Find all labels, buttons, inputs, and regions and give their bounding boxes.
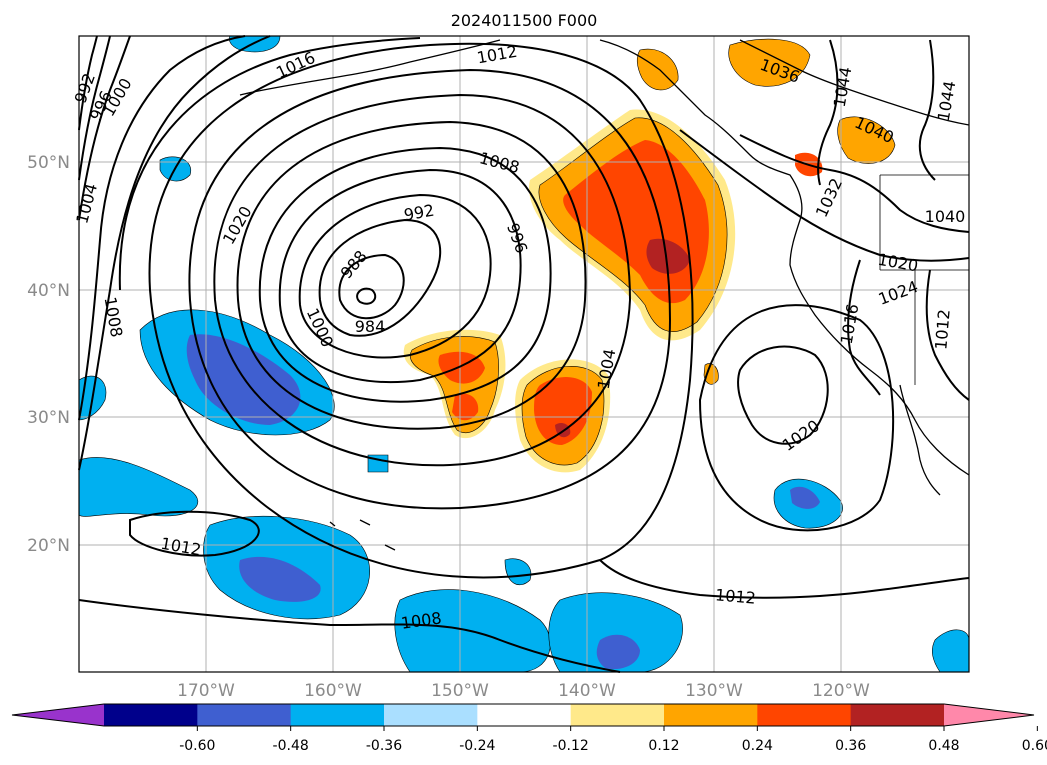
isobar	[118, 37, 421, 291]
colorbar-segment	[104, 704, 198, 726]
isobar	[679, 129, 970, 262]
isobar	[78, 35, 111, 181]
colorbar-extend-low	[12, 704, 104, 726]
isobar	[318, 218, 442, 337]
isobar-label: 984	[355, 317, 386, 336]
colorbar-tick-label: -0.36	[366, 738, 402, 754]
isobar	[925, 269, 970, 401]
longitude-label: 150°W	[431, 681, 489, 701]
colorbar-tick-label: -0.24	[459, 738, 495, 754]
isobar-label: 1012	[714, 585, 756, 607]
colorbar-segment	[850, 704, 945, 726]
isobar	[847, 259, 881, 396]
latitude-labels: 50°N 40°N 30°N 20°N	[27, 153, 70, 556]
isobar	[739, 134, 970, 233]
isobar	[78, 599, 621, 673]
colorbar-tick-label: -0.60	[179, 738, 215, 754]
colorbar: -0.60 -0.48 -0.36 -0.24 -0.12 0.12 0.24 0.36 0.4…	[11, 703, 1047, 754]
anomaly-region	[596, 634, 640, 670]
longitude-label: 130°W	[685, 681, 743, 701]
colorbar-outline	[11, 703, 1035, 727]
colorbar-tick-label: 0.12	[648, 738, 679, 754]
longitude-label: 170°W	[177, 681, 235, 701]
isobar	[236, 120, 587, 430]
colorbar-segment	[477, 704, 572, 726]
colorbar-tick-label: -0.48	[273, 738, 309, 754]
isobar	[258, 146, 552, 403]
isobar	[817, 39, 839, 186]
negative-anomaly-fills	[78, 35, 970, 673]
longitude-label: 120°W	[812, 681, 870, 701]
latitude-label: 40°N	[27, 281, 70, 301]
isobar	[918, 39, 936, 181]
isobar	[78, 35, 271, 471]
colorbar-segment	[197, 704, 292, 726]
anomaly-region	[239, 556, 321, 602]
isobar-label: 1012	[931, 308, 953, 350]
anomaly-region	[78, 457, 199, 517]
colorbar-segment	[384, 704, 478, 726]
isobar	[737, 345, 829, 445]
colorbar-tick-label: 0.60	[1022, 738, 1047, 754]
anomaly-region	[548, 592, 683, 673]
coastline	[899, 384, 941, 496]
anomaly-region	[534, 376, 592, 445]
colorbar-segment	[570, 704, 665, 726]
colorbar-tick-label: 0.24	[742, 738, 773, 754]
longitude-labels: 170°W 160°W 150°W 140°W 130°W 120°W	[177, 681, 870, 701]
map-frame	[78, 35, 970, 673]
isobar-label: 1040	[925, 207, 966, 226]
positive-anomaly-fills	[403, 38, 896, 473]
isobar	[213, 93, 632, 467]
latitude-label: 30°N	[27, 408, 70, 428]
map-panel: 1016 1012 992 996 1000 1004 1008 1020 10…	[71, 35, 970, 673]
colorbar-extend-high	[944, 704, 1034, 726]
colorbar-tick-label: 0.48	[928, 738, 959, 754]
isobars	[78, 35, 970, 673]
graticule	[79, 36, 969, 672]
anomaly-region	[646, 238, 690, 274]
isobar	[698, 304, 895, 532]
isobar	[148, 42, 694, 579]
colorbar-segment	[757, 704, 852, 726]
colorbar-segment	[290, 704, 385, 726]
isobar	[188, 68, 672, 510]
longitude-label: 160°W	[304, 681, 362, 701]
coastline	[239, 39, 501, 96]
isobar	[599, 559, 970, 599]
colorbar-tick-label: -0.12	[553, 738, 589, 754]
isobar	[78, 35, 246, 421]
coastline	[329, 519, 396, 551]
state-border	[879, 174, 969, 385]
isobar	[78, 35, 98, 131]
isobar	[298, 193, 492, 359]
anomaly-region	[790, 486, 820, 509]
anomaly-region	[728, 38, 811, 87]
isobar	[338, 253, 405, 320]
anomaly-region	[636, 48, 679, 91]
colorbar-tick-label: 0.36	[835, 738, 866, 754]
anomaly-region	[186, 334, 301, 425]
map-title: 2024011500 F000	[451, 11, 598, 30]
longitude-label: 140°W	[558, 681, 616, 701]
isobar	[78, 35, 131, 221]
coastline	[739, 39, 970, 126]
colorbar-segment	[664, 704, 758, 726]
isobar	[129, 510, 260, 557]
anomaly-region	[452, 393, 479, 421]
isobar	[356, 287, 377, 305]
isobar	[278, 168, 522, 384]
latitude-label: 20°N	[27, 536, 70, 556]
latitude-label: 50°N	[27, 153, 70, 173]
